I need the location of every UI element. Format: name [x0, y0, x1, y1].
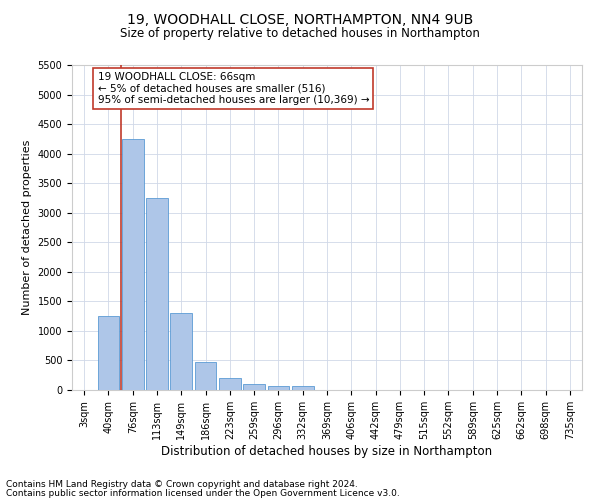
Bar [170, 313, 192, 390]
Y-axis label: Number of detached properties: Number of detached properties [22, 140, 32, 315]
X-axis label: Distribution of detached houses by size in Northampton: Distribution of detached houses by size … [161, 445, 493, 458]
Bar [268, 386, 289, 390]
Bar [243, 384, 265, 390]
Bar [122, 139, 143, 390]
Bar [146, 198, 168, 390]
Bar [219, 378, 241, 390]
Text: Size of property relative to detached houses in Northampton: Size of property relative to detached ho… [120, 28, 480, 40]
Text: Contains public sector information licensed under the Open Government Licence v3: Contains public sector information licen… [6, 488, 400, 498]
Text: Contains HM Land Registry data © Crown copyright and database right 2024.: Contains HM Land Registry data © Crown c… [6, 480, 358, 489]
Bar [194, 362, 217, 390]
Text: 19 WOODHALL CLOSE: 66sqm
← 5% of detached houses are smaller (516)
95% of semi-d: 19 WOODHALL CLOSE: 66sqm ← 5% of detache… [97, 72, 369, 106]
Bar [97, 316, 119, 390]
Text: 19, WOODHALL CLOSE, NORTHAMPTON, NN4 9UB: 19, WOODHALL CLOSE, NORTHAMPTON, NN4 9UB [127, 12, 473, 26]
Bar [292, 386, 314, 390]
